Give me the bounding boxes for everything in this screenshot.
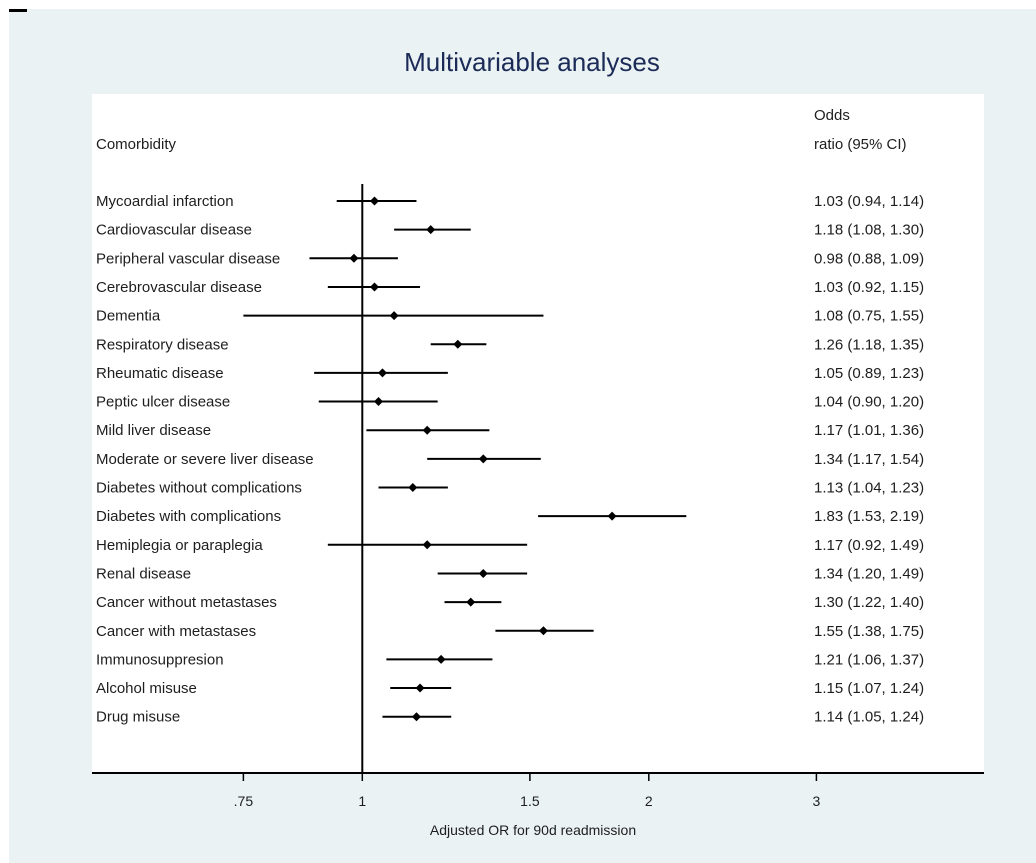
estimate-text: 1.55 (1.38, 1.75)	[814, 623, 924, 640]
row-label: Peripheral vascular disease	[96, 250, 280, 267]
estimate-text: 1.08 (0.75, 1.55)	[814, 308, 924, 325]
point-estimate	[478, 568, 488, 578]
estimate-text: 1.21 (1.06, 1.37)	[814, 651, 924, 668]
row-label: Drug misuse	[96, 709, 180, 726]
estimate-header-line-1: Odds	[814, 107, 850, 124]
row-label: Hemiplegia or paraplegia	[96, 537, 263, 554]
estimate-text: 1.26 (1.18, 1.35)	[814, 336, 924, 353]
estimate-text: 1.04 (0.90, 1.20)	[814, 394, 924, 411]
point-estimate	[607, 511, 617, 521]
forest-plot: Multivariable analyses Comorbidity Odds …	[92, 47, 984, 838]
row-label: Moderate or severe liver disease	[96, 451, 314, 468]
x-tick-label: 1	[358, 793, 366, 809]
estimate-text: 1.18 (1.08, 1.30)	[814, 222, 924, 239]
point-estimate	[453, 339, 463, 349]
point-estimate	[422, 540, 432, 550]
point-estimate	[436, 654, 446, 664]
x-axis-label: Adjusted OR for 90d readmission	[430, 822, 636, 838]
row-label: Cerebrovascular disease	[96, 279, 262, 296]
row-label: Dementia	[96, 308, 161, 325]
row-label: Diabetes with complications	[96, 508, 281, 525]
row-label: Renal disease	[96, 565, 191, 582]
row-label: Mycoardial infarction	[96, 193, 234, 210]
row-label: Respiratory disease	[96, 336, 229, 353]
estimate-text: 1.34 (1.17, 1.54)	[814, 451, 924, 468]
row-label: Immunosuppresion	[96, 651, 224, 668]
x-tick-label: 1.5	[520, 793, 540, 809]
estimate-text: 1.14 (1.05, 1.24)	[814, 709, 924, 726]
row-label: Diabetes without complications	[96, 480, 302, 497]
point-estimate	[415, 683, 425, 693]
estimate-text: 1.17 (0.92, 1.49)	[814, 537, 924, 554]
x-tick-label: 3	[813, 793, 821, 809]
x-tick-label: 2	[645, 793, 653, 809]
row-label: Peptic ulcer disease	[96, 394, 230, 411]
estimate-text: 1.17 (1.01, 1.36)	[814, 422, 924, 439]
point-estimate	[466, 597, 476, 607]
corner-mark	[9, 9, 27, 12]
estimate-text: 1.03 (0.92, 1.15)	[814, 279, 924, 296]
row-label: Cancer without metastases	[96, 594, 277, 611]
estimate-text: 0.98 (0.88, 1.09)	[814, 250, 924, 267]
point-estimate	[538, 626, 548, 636]
row-label: Rheumatic disease	[96, 365, 224, 382]
point-estimate	[422, 425, 432, 435]
estimate-header-line-2: ratio (95% CI)	[814, 136, 907, 153]
estimate-text: 1.05 (0.89, 1.23)	[814, 365, 924, 382]
point-estimate	[389, 311, 399, 321]
row-label: Alcohol misuse	[96, 680, 197, 697]
row-header: Comorbidity	[96, 136, 177, 153]
row-label: Mild liver disease	[96, 422, 211, 439]
point-estimate	[377, 368, 387, 378]
point-estimate	[408, 483, 418, 492]
point-estimate	[411, 712, 421, 722]
point-estimate	[370, 196, 380, 206]
x-tick-label: .75	[234, 793, 254, 809]
estimate-text: 1.13 (1.04, 1.23)	[814, 480, 924, 497]
plot-region	[92, 94, 984, 774]
chart-frame: Multivariable analyses Comorbidity Odds …	[9, 9, 1036, 863]
point-estimate	[370, 282, 380, 292]
estimate-text: 1.30 (1.22, 1.40)	[814, 594, 924, 611]
x-axis-ticks: .75 1 1.5 2 3	[234, 773, 821, 809]
estimate-text: 1.15 (1.07, 1.24)	[814, 680, 924, 697]
estimate-text: 1.34 (1.20, 1.49)	[814, 565, 924, 582]
row-label: Cardiovascular disease	[96, 222, 252, 239]
chart-title: Multivariable analyses	[404, 47, 660, 77]
forest-rows: Mycoardial infarction 1.03 (0.94, 1.14) Ca…	[96, 193, 924, 726]
estimate-text: 1.83 (1.53, 2.19)	[814, 508, 924, 525]
point-estimate	[426, 225, 436, 235]
point-estimate	[478, 454, 488, 464]
point-estimate	[374, 397, 384, 407]
estimate-text: 1.03 (0.94, 1.14)	[814, 193, 924, 210]
row-label: Cancer with metastases	[96, 623, 256, 640]
